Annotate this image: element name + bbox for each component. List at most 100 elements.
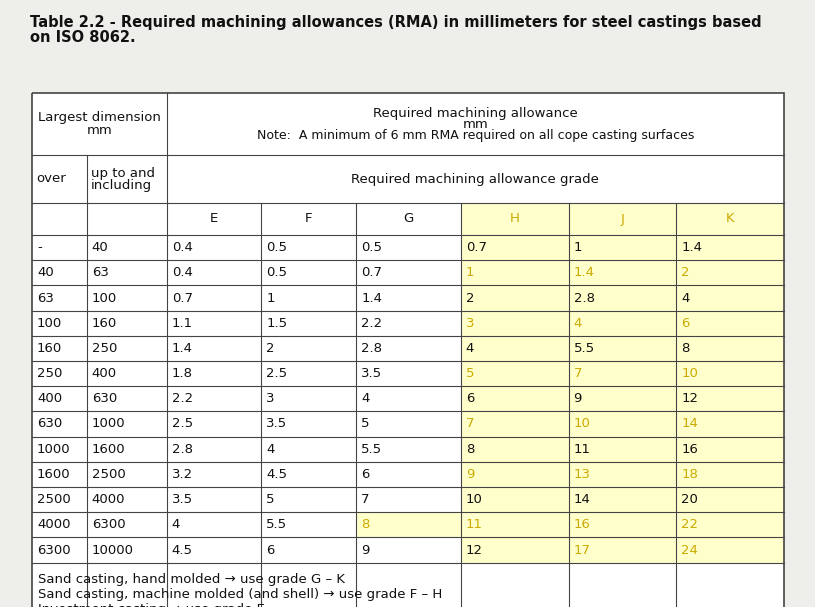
Text: 0.7: 0.7 (361, 266, 382, 279)
Text: 9: 9 (361, 543, 369, 557)
Text: H: H (509, 212, 520, 225)
Text: 630: 630 (92, 392, 117, 405)
Text: 2.8: 2.8 (574, 291, 595, 305)
Text: 4: 4 (574, 317, 582, 330)
Text: 100: 100 (37, 317, 62, 330)
Text: 1.4: 1.4 (681, 241, 703, 254)
Text: 630: 630 (37, 418, 62, 430)
Text: 12: 12 (681, 392, 698, 405)
Text: E: E (210, 212, 218, 225)
Text: 4: 4 (267, 443, 275, 456)
Text: 6: 6 (267, 543, 275, 557)
Text: Note:  A minimum of 6 mm RMA required on all cope casting surfaces: Note: A minimum of 6 mm RMA required on … (257, 129, 694, 141)
Bar (460, 462, 569, 487)
Text: mm: mm (462, 118, 488, 131)
Text: 3: 3 (267, 392, 275, 405)
Bar (569, 436, 676, 462)
Text: 5: 5 (267, 493, 275, 506)
Text: 2.5: 2.5 (172, 418, 193, 430)
Text: 4.5: 4.5 (267, 468, 288, 481)
Text: 10: 10 (681, 367, 698, 380)
Bar (569, 336, 676, 361)
Bar (569, 203, 676, 235)
Bar (460, 203, 569, 235)
Text: 1600: 1600 (92, 443, 126, 456)
Text: 4: 4 (172, 518, 180, 531)
Text: on ISO 8062.: on ISO 8062. (30, 30, 135, 45)
Text: 10000: 10000 (92, 543, 134, 557)
Text: 2.2: 2.2 (361, 317, 382, 330)
Bar (676, 361, 784, 386)
Text: 100: 100 (92, 291, 117, 305)
Text: F: F (305, 212, 312, 225)
Bar (460, 487, 569, 512)
Bar (676, 235, 784, 260)
Text: -: - (37, 241, 42, 254)
Text: 2: 2 (267, 342, 275, 355)
Text: J: J (620, 212, 624, 225)
Bar (32, 93, 784, 607)
Text: 63: 63 (37, 291, 54, 305)
Text: 0.7: 0.7 (172, 291, 192, 305)
Bar (460, 285, 569, 311)
Text: 160: 160 (37, 342, 62, 355)
Text: 5.5: 5.5 (361, 443, 382, 456)
Bar (676, 386, 784, 412)
Text: 6: 6 (466, 392, 474, 405)
Bar (32, 93, 784, 607)
Text: 8: 8 (681, 342, 689, 355)
Text: 4.5: 4.5 (172, 543, 192, 557)
Text: 400: 400 (37, 392, 62, 405)
Text: 4: 4 (361, 392, 369, 405)
Bar (460, 311, 569, 336)
Text: 22: 22 (681, 518, 698, 531)
Text: over: over (36, 172, 66, 186)
Bar (676, 412, 784, 436)
Text: Largest dimension: Largest dimension (37, 112, 161, 124)
Text: 4000: 4000 (37, 518, 71, 531)
Bar (676, 462, 784, 487)
Text: Table 2.2 - Required machining allowances (RMA) in millimeters for steel casting: Table 2.2 - Required machining allowance… (30, 15, 762, 30)
Bar (460, 412, 569, 436)
Text: 0.4: 0.4 (172, 266, 192, 279)
Text: 6: 6 (681, 317, 689, 330)
Text: 1000: 1000 (37, 443, 71, 456)
Text: 5: 5 (466, 367, 474, 380)
Bar (676, 203, 784, 235)
Bar (569, 487, 676, 512)
Bar (569, 235, 676, 260)
Text: 4: 4 (466, 342, 474, 355)
Bar (676, 537, 784, 563)
Text: 400: 400 (92, 367, 117, 380)
Text: 1.4: 1.4 (574, 266, 595, 279)
Text: 17: 17 (574, 543, 591, 557)
Bar (569, 512, 676, 537)
Bar (676, 311, 784, 336)
Text: 7: 7 (361, 493, 370, 506)
Text: 1000: 1000 (92, 418, 126, 430)
Text: Required machining allowance grade: Required machining allowance grade (351, 172, 599, 186)
Bar (676, 336, 784, 361)
Text: 1600: 1600 (37, 468, 71, 481)
Text: 5.5: 5.5 (574, 342, 595, 355)
Text: 2.2: 2.2 (172, 392, 193, 405)
Text: 11: 11 (466, 518, 482, 531)
Text: 20: 20 (681, 493, 698, 506)
Text: 0.7: 0.7 (466, 241, 487, 254)
Bar (356, 512, 460, 537)
Text: 2: 2 (466, 291, 474, 305)
Text: 9: 9 (574, 392, 582, 405)
Text: 250: 250 (37, 367, 63, 380)
Text: 2500: 2500 (37, 493, 71, 506)
Text: 5.5: 5.5 (267, 518, 288, 531)
Text: 16: 16 (574, 518, 590, 531)
Text: 1: 1 (466, 266, 474, 279)
Text: 0.5: 0.5 (267, 266, 288, 279)
Text: 7: 7 (466, 418, 474, 430)
Text: 18: 18 (681, 468, 698, 481)
Text: 250: 250 (92, 342, 117, 355)
Text: 3.2: 3.2 (172, 468, 193, 481)
Text: 8: 8 (361, 518, 369, 531)
Text: 7: 7 (574, 367, 582, 380)
Text: 40: 40 (37, 266, 54, 279)
